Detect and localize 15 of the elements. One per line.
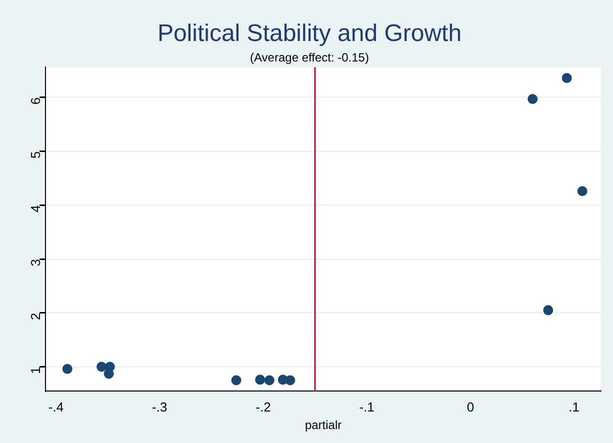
x-axis-title: partialr: [304, 418, 342, 432]
x-tick-label: -.4: [48, 399, 64, 414]
y-tick-label: 1: [28, 366, 44, 374]
x-tick-label: -.1: [359, 399, 374, 414]
chart-subtitle: (Average effect: -0.15): [250, 50, 369, 64]
y-tick-label: 5: [28, 151, 44, 158]
y-tick-label: 6: [28, 97, 44, 105]
x-tick-label: -.2: [256, 399, 271, 414]
y-tick-label: 3: [28, 259, 44, 266]
x-tick-label: 0: [466, 399, 474, 414]
y-tick-label: 4: [28, 205, 44, 212]
y-tick-label: 2: [28, 312, 44, 320]
x-tick-label: -.3: [152, 399, 168, 414]
chart-title: Political Stability and Growth: [157, 20, 462, 48]
x-tick-label: .1: [568, 399, 580, 414]
